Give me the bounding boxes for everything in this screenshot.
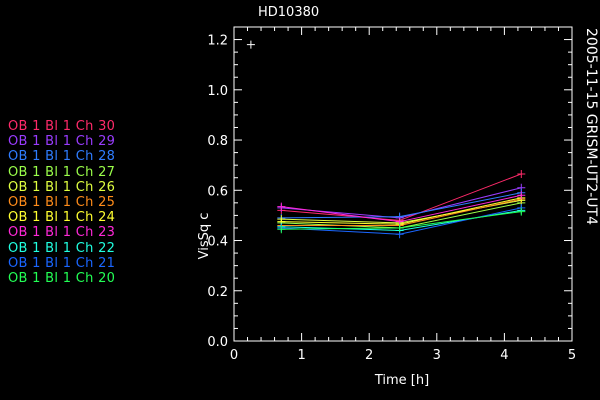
y-tick-label: 0.4 bbox=[207, 235, 228, 250]
x-tick-label: 1 bbox=[297, 348, 305, 363]
legend-item: OB 1 Bl 1 Ch 23 bbox=[8, 225, 116, 241]
plot-frame bbox=[233, 26, 573, 342]
y-tick-label: 0.2 bbox=[207, 285, 228, 300]
y-tick-label: 0.0 bbox=[207, 335, 228, 350]
legend-item: OB 1 Bl 1 Ch 22 bbox=[8, 240, 116, 256]
data-point bbox=[395, 223, 404, 232]
x-axis-label: Time [h] bbox=[374, 373, 429, 388]
axes: 0 1 2 3 4 5 0.0 0.2 0.4 0.6 0.8 1.0 1.2 bbox=[207, 26, 576, 363]
data-point bbox=[517, 169, 526, 178]
y-tick-label: 1.0 bbox=[207, 84, 228, 99]
reference-marker bbox=[246, 40, 255, 49]
x-tick-label: 3 bbox=[433, 348, 441, 363]
x-tick-label: 5 bbox=[568, 348, 576, 363]
chart-title: HD10380 bbox=[258, 5, 319, 20]
data-point bbox=[517, 191, 526, 200]
y-axis-label: VisSq c bbox=[197, 213, 212, 260]
legend-item: OB 1 Bl 1 Ch 25 bbox=[8, 194, 116, 210]
data-point bbox=[277, 202, 286, 211]
legend-item: OB 1 Bl 1 Ch 27 bbox=[8, 164, 116, 180]
legend-item: OB 1 Bl 1 Ch 26 bbox=[8, 179, 116, 195]
legend-item: OB 1 Bl 1 Ch 21 bbox=[8, 255, 116, 271]
legend-item: OB 1 Bl 1 Ch 29 bbox=[8, 134, 116, 150]
legend-item: OB 1 Bl 1 Ch 20 bbox=[8, 270, 116, 286]
legend-item: OB 1 Bl 1 Ch 24 bbox=[8, 210, 116, 226]
side-label: 2005-11-15 GRISM-UT2-UT4 bbox=[583, 28, 599, 225]
x-tick-label: 4 bbox=[500, 348, 508, 363]
legend-item: OB 1 Bl 1 Ch 28 bbox=[8, 149, 116, 165]
data-point bbox=[517, 207, 526, 216]
legend-item: OB 1 Bl 1 Ch 30 bbox=[8, 119, 116, 134]
series-layer bbox=[246, 40, 526, 239]
legend: OB 1 Bl 1 Ch 30 OB 1 Bl 1 Ch 29 OB 1 Bl 1 … bbox=[8, 119, 168, 286]
x-tick-label: 2 bbox=[365, 348, 373, 363]
y-tick-label: 1.2 bbox=[207, 34, 228, 49]
x-tick-label: 0 bbox=[230, 348, 238, 363]
y-tick-label: 0.6 bbox=[207, 184, 228, 199]
y-tick-label: 0.8 bbox=[207, 134, 228, 149]
data-point bbox=[277, 225, 286, 234]
